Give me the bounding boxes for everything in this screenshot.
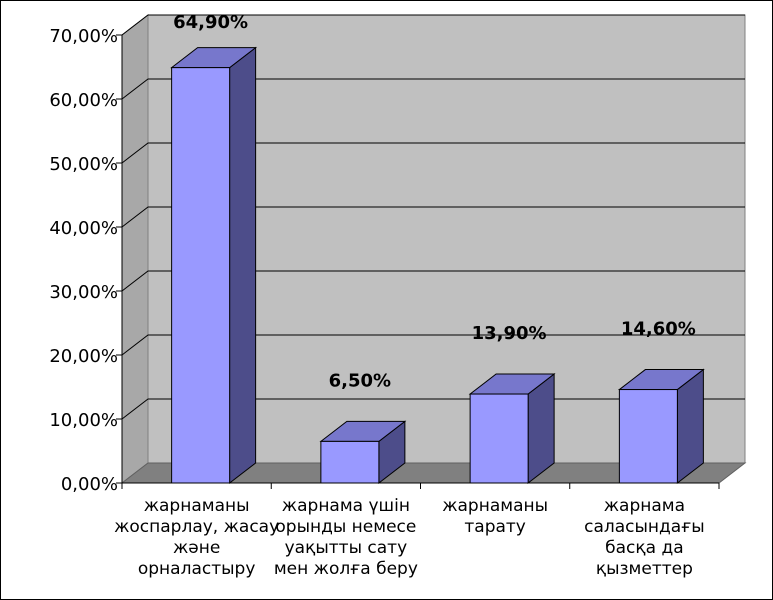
x-category-label-line: жоспарлау, жасау <box>114 517 279 537</box>
gridline <box>121 334 745 356</box>
y-tick-label: 50,00% <box>49 154 118 175</box>
x-category-label: жарнама саласындағы басқа да қызметтер <box>584 496 705 579</box>
x-category-label-line: тарату <box>464 517 526 537</box>
gridline <box>121 14 745 36</box>
bar <box>618 389 678 484</box>
y-tick-label: 10,00% <box>49 410 118 431</box>
x-category-label-line: және <box>173 538 220 558</box>
x-category-label-line: мен жолға беру <box>274 559 418 579</box>
x-category-label-line: орналастыру <box>138 559 256 579</box>
gridline <box>121 142 745 164</box>
x-category-label-line: жарнаманы <box>442 496 548 516</box>
gridline <box>121 206 745 228</box>
bar <box>469 393 529 484</box>
x-category-label: жарнаманы тарату <box>442 496 548 537</box>
x-category-label-line: қызметтер <box>596 559 693 579</box>
y-tick-label: 0,00% <box>61 474 118 495</box>
x-category-label-line: жарнаманы <box>144 496 250 516</box>
y-tick-label: 60,00% <box>49 90 118 111</box>
data-label: 64,90% <box>173 12 248 33</box>
x-category-label-line: басқа да <box>605 538 684 558</box>
y-tick-label: 20,00% <box>49 346 118 367</box>
x-category-label: жарнаманы жоспарлау, жасау және орналастыру <box>114 496 279 579</box>
x-category-label-line: жарнама <box>604 496 685 516</box>
x-category-label-line: саласындағы <box>584 517 705 537</box>
y-tick-label: 40,00% <box>49 218 118 239</box>
plot-side-wall <box>121 13 149 485</box>
data-label: 14,60% <box>621 319 696 340</box>
y-tick-label: 70,00% <box>49 26 118 47</box>
gridline <box>121 270 745 292</box>
bar-side <box>229 46 257 485</box>
data-label: 13,90% <box>472 323 547 344</box>
x-category-label: жарнама үшін орынды немесе уақытты сату мен… <box>274 496 418 579</box>
data-label: 6,50% <box>329 370 391 391</box>
x-category-label-line: уақытты сату <box>285 538 408 558</box>
bar <box>171 67 231 484</box>
bar <box>320 440 380 484</box>
y-tick-label: 30,00% <box>49 282 118 303</box>
x-category-label-line: жарнама үшін <box>282 496 410 516</box>
gridline <box>121 78 745 100</box>
x-category-label-line: орынды немесе <box>275 517 416 537</box>
